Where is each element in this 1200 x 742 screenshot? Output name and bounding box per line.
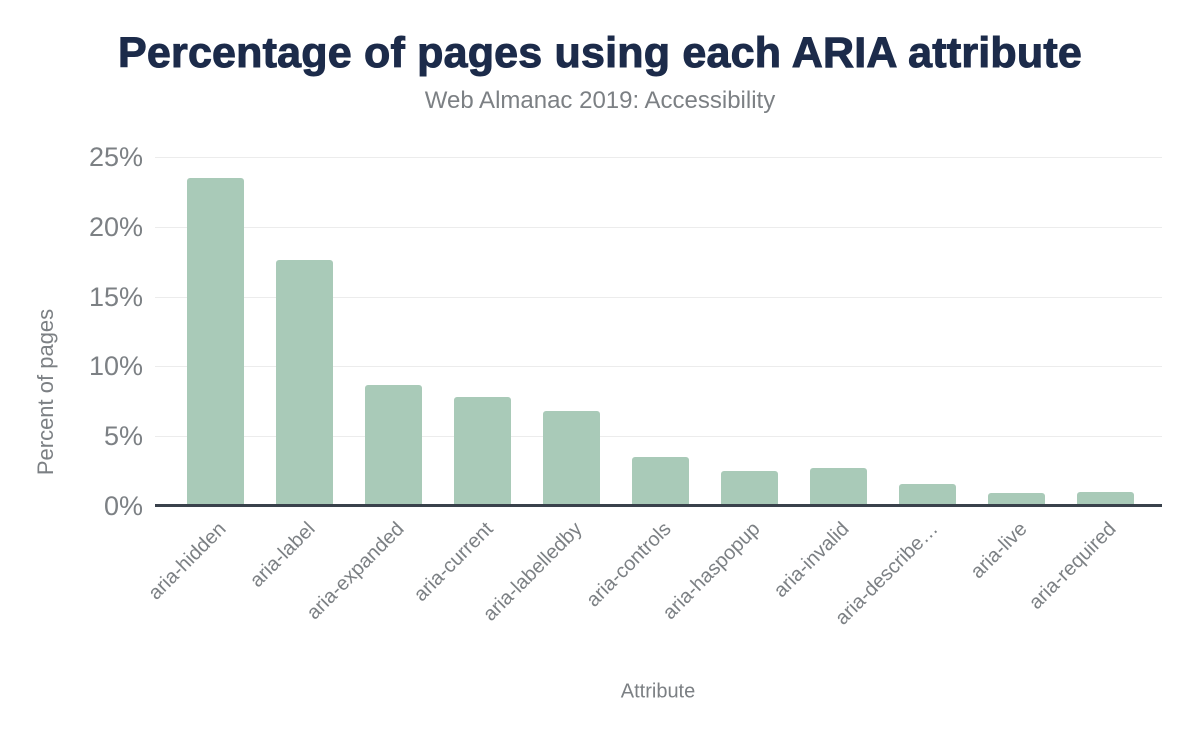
gridline: [155, 366, 1162, 368]
x-tick-label: aria-required: [1024, 518, 1121, 614]
x-tick-label: aria-controls: [582, 518, 676, 612]
gridline: [155, 296, 1162, 298]
x-tick-label: aria-label: [245, 518, 320, 592]
bar-aria-live: [987, 493, 1045, 506]
bar-aria-controls: [631, 457, 689, 506]
y-tick-label: 5%: [103, 421, 143, 452]
y-tick-label: 0%: [103, 491, 143, 521]
x-axis-line: [155, 504, 1162, 507]
bar-aria-label: [275, 260, 333, 506]
bar-aria-haspopup: [720, 471, 778, 506]
bar-aria-hidden: [186, 177, 244, 506]
bar-aria-invalid: [809, 468, 867, 506]
y-tick-label: 10%: [88, 351, 143, 382]
bar-aria-labelledby: [542, 411, 600, 506]
gridline: [155, 226, 1162, 228]
y-tick-label: 20%: [88, 211, 143, 242]
x-axis-title: Attribute: [620, 680, 696, 703]
plot-area: [155, 157, 1162, 507]
x-tick-label: aria-hidden: [144, 518, 231, 605]
bar-aria-current: [453, 397, 511, 506]
gridline: [155, 436, 1162, 438]
bar-aria-expanded: [364, 384, 422, 506]
chart-subtitle: Web Almanac 2019: Accessibility: [424, 87, 776, 114]
x-tick-label: aria-current: [409, 518, 498, 606]
x-tick-label: aria-invalid: [769, 518, 854, 602]
x-axis-tick-labels: aria-hidden aria-label aria-expanded aria-c…: [144, 518, 1162, 668]
y-tick-label: 15%: [88, 281, 143, 312]
bar-aria-required: [1076, 492, 1134, 506]
x-tick-label: aria-live: [966, 518, 1032, 584]
gridline: [155, 157, 1162, 158]
y-tick-label: 25%: [88, 142, 143, 172]
chart-title: Percentage of pages using each ARIA attr…: [118, 29, 1083, 78]
bar-aria-describe: [898, 483, 956, 506]
y-axis-tick-labels: 0% 5% 10% 15% 20% 25%: [0, 0, 143, 742]
